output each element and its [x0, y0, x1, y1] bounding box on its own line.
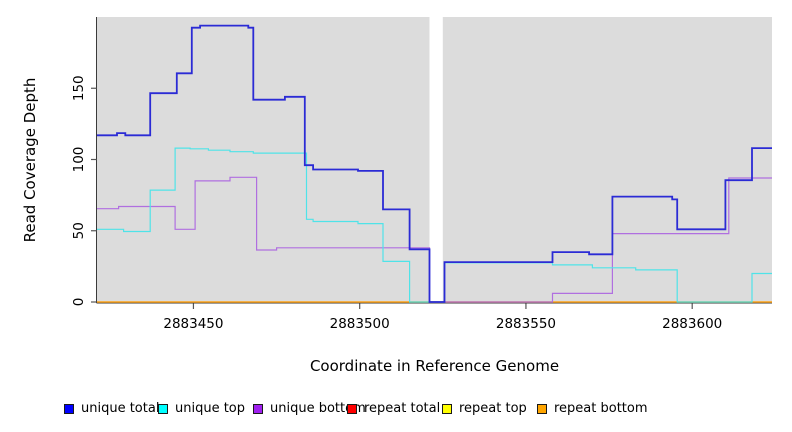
x-tick-label: 2883450: [163, 316, 223, 332]
series-line-unique-total: [97, 24, 772, 303]
y-tick-label: 0: [71, 298, 87, 307]
series-line-unique-top: [97, 147, 772, 303]
series-line-unique-bottom: [97, 176, 772, 303]
x-tick-label: 2883500: [330, 316, 390, 332]
y-axis-title: Read Coverage Depth: [21, 77, 39, 243]
x-axis-title: Coordinate in Reference Genome: [309, 357, 560, 375]
y-tick-label: 150: [71, 75, 87, 101]
x-tick-label: 2883550: [496, 316, 556, 332]
y-tick-label: 50: [71, 222, 87, 239]
alignment-gap: [429, 17, 443, 303]
x-tick-label: 2883600: [662, 316, 722, 332]
y-tick-label: 100: [71, 147, 87, 173]
